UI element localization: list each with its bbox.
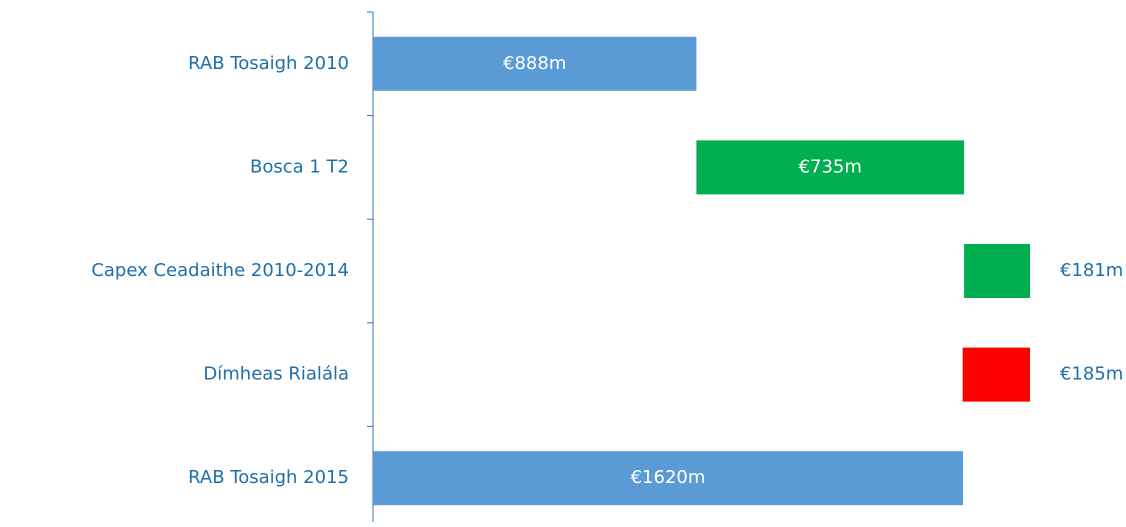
category-label: RAB Tosaigh 2010	[188, 53, 349, 74]
value-label: €888m	[503, 53, 566, 74]
bar	[373, 451, 963, 506]
bar	[696, 140, 965, 195]
value-label: €185m	[1060, 364, 1123, 385]
bar	[962, 347, 1030, 402]
value-label: €1620m	[631, 467, 706, 488]
bar	[373, 36, 697, 91]
category-label: Bosca 1 T2	[250, 156, 349, 177]
category-label: Capex Ceadaithe 2010-2014	[91, 260, 349, 281]
category-label: RAB Tosaigh 2015	[188, 467, 349, 488]
category-label: Dímheas Rialála	[203, 364, 349, 385]
value-label: €181m	[1060, 260, 1123, 281]
bar	[964, 244, 1030, 298]
value-label: €735m	[799, 156, 862, 177]
